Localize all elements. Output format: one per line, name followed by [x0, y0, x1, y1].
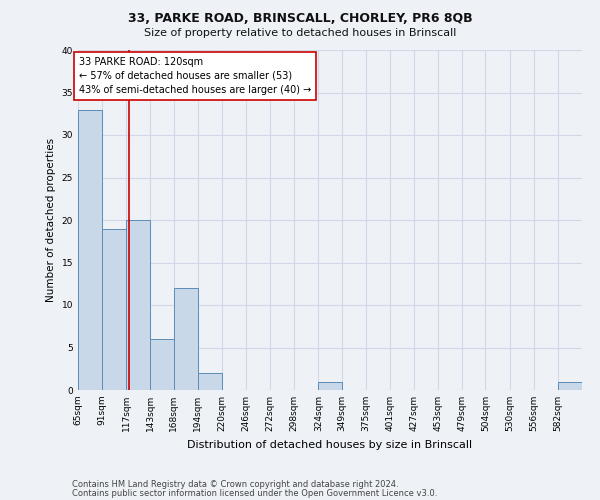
Text: Contains public sector information licensed under the Open Government Licence v3: Contains public sector information licen…	[72, 489, 437, 498]
Y-axis label: Number of detached properties: Number of detached properties	[46, 138, 56, 302]
Bar	[126, 220, 151, 390]
Text: 33 PARKE ROAD: 120sqm
← 57% of detached houses are smaller (53)
43% of semi-deta: 33 PARKE ROAD: 120sqm ← 57% of detached …	[79, 57, 311, 95]
Bar	[102, 228, 126, 390]
Bar	[151, 339, 173, 390]
Bar	[198, 373, 222, 390]
Bar	[319, 382, 341, 390]
Bar	[78, 110, 102, 390]
Bar	[173, 288, 198, 390]
Text: Size of property relative to detached houses in Brinscall: Size of property relative to detached ho…	[144, 28, 456, 38]
X-axis label: Distribution of detached houses by size in Brinscall: Distribution of detached houses by size …	[187, 440, 473, 450]
Text: Contains HM Land Registry data © Crown copyright and database right 2024.: Contains HM Land Registry data © Crown c…	[72, 480, 398, 489]
Text: 33, PARKE ROAD, BRINSCALL, CHORLEY, PR6 8QB: 33, PARKE ROAD, BRINSCALL, CHORLEY, PR6 …	[128, 12, 472, 26]
Bar	[558, 382, 582, 390]
